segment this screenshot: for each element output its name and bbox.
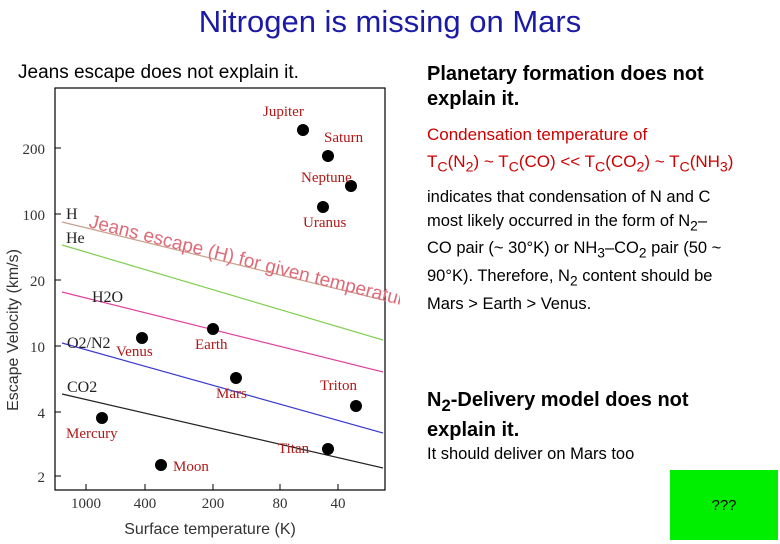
planet-dot-uranus <box>317 201 329 213</box>
line-co2 <box>61 393 384 469</box>
jeans-heading: Jeans escape does not explain it. <box>18 62 299 83</box>
y-tick-label: 2 <box>38 470 46 486</box>
question-label: ??? <box>711 496 737 514</box>
planet-label-jupiter: Jupiter <box>263 104 304 120</box>
line-o2n2 <box>61 342 384 434</box>
planet-dot-mercury <box>96 412 108 424</box>
y-tick-label: 4 <box>38 406 46 422</box>
planet-dot-jupiter <box>297 124 309 136</box>
condensation-paragraph: indicates that condensation of N and C m… <box>427 188 722 314</box>
planet-dot-mars <box>230 372 242 384</box>
y-tick-label: 200 <box>23 142 46 158</box>
planet-dot-triton <box>350 400 362 412</box>
planet-points: Jupiter Saturn Neptune Uranus Earth Venus Mars… <box>66 104 364 475</box>
species-co2: CO2 <box>67 379 97 396</box>
species-h2o: H2O <box>92 289 123 306</box>
planet-label-mercury: Mercury <box>66 426 118 442</box>
delivery-note: It should deliver on Mars too <box>427 445 635 463</box>
planet-dot-earth <box>207 323 219 335</box>
x-tick-label: 1000 <box>71 496 101 512</box>
plot-frame <box>54 87 386 491</box>
y-tick-label: 100 <box>23 208 46 224</box>
x-axis-title: Surface temperature (K) <box>124 521 296 538</box>
planet-label-uranus: Uranus <box>303 215 346 231</box>
species-he: He <box>66 230 85 247</box>
condensation-block: Condensation temperature of TC(N2) ~ TC(… <box>427 121 777 181</box>
planet-label-earth: Earth <box>195 337 228 353</box>
planet-label-venus: Venus <box>116 344 153 360</box>
planet-label-mars: Mars <box>216 386 247 402</box>
planet-dot-moon <box>155 459 167 471</box>
y-tick-label: 20 <box>30 274 45 290</box>
y-tick-label: 10 <box>30 340 45 356</box>
condensation-label: Condensation temperature of <box>427 125 648 144</box>
x-tick-label: 400 <box>134 496 157 512</box>
species-o2n2: O2/N2 <box>67 335 111 352</box>
x-tick-label: 80 <box>273 496 288 512</box>
planet-label-moon: Moon <box>173 459 209 475</box>
formation-heading: Planetary formation does not explain it. <box>427 63 704 110</box>
jeans-escape-label: Jeans escape (H) for given temperature <box>87 211 400 312</box>
planet-label-saturn: Saturn <box>324 130 364 146</box>
condensation-formula: TC(N2) ~ TC(CO) << TC(CO2) ~ TC(NH3) <box>427 152 734 176</box>
planet-dot-neptune <box>345 180 357 192</box>
planet-dot-saturn <box>322 150 334 162</box>
planet-label-triton: Triton <box>320 378 357 394</box>
line-he <box>61 244 384 341</box>
species-h: H <box>66 206 78 223</box>
line-h2o <box>61 291 384 373</box>
planet-dot-titan <box>322 443 334 455</box>
planet-label-titan: Titan <box>278 441 310 457</box>
planet-dot-venus <box>136 332 148 344</box>
escape-velocity-chart: Jeans escape (H) for given temperature H… <box>5 87 400 538</box>
question-box: ??? <box>670 470 778 540</box>
y-axis-title: Escape Velocity (km/s) <box>5 249 22 411</box>
line-h <box>61 221 384 301</box>
x-tick-label: 40 <box>331 496 346 512</box>
planet-label-neptune: Neptune <box>301 170 352 186</box>
delivery-heading: N2-Delivery model does not explain it. <box>427 389 689 441</box>
x-tick-label: 200 <box>202 496 225 512</box>
page-title: Nitrogen is missing on Mars <box>198 4 582 39</box>
